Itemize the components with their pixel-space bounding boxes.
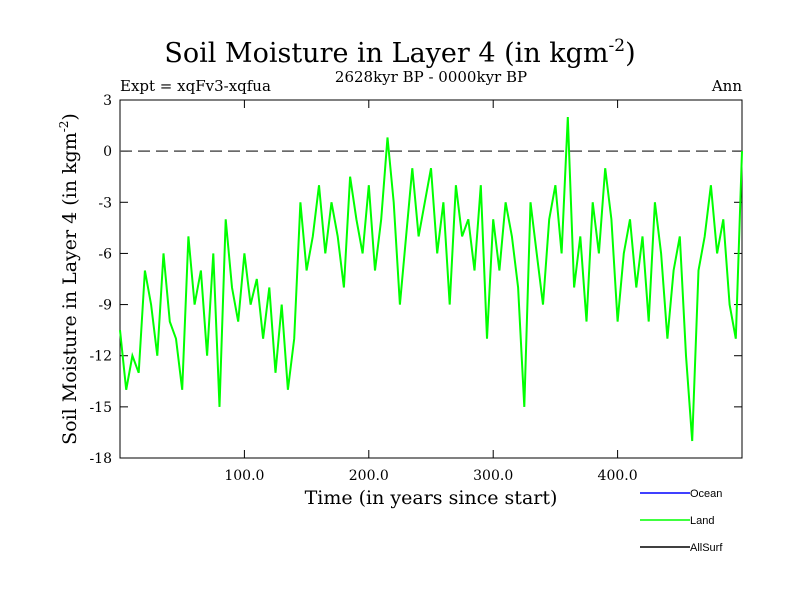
y-tick-label: -12 bbox=[89, 349, 112, 365]
x-tick-label: 200.0 bbox=[349, 468, 389, 484]
y-tick-label: -9 bbox=[98, 298, 112, 314]
x-tick-label: 400.0 bbox=[598, 468, 638, 484]
y-tick-label: 0 bbox=[103, 144, 112, 160]
legend-land-label: Land bbox=[690, 515, 714, 527]
legend-ocean-label: Ocean bbox=[690, 488, 722, 500]
chart-subtitle: 2628kyr BP - 0000kyr BP bbox=[335, 68, 527, 86]
plot-area bbox=[119, 99, 743, 459]
season-label: Ann bbox=[711, 77, 742, 95]
y-tick-label: -6 bbox=[98, 246, 112, 262]
chart-title: Soil Moisture in Layer 4 (in kgm-2) bbox=[164, 36, 635, 69]
y-tick-label: -15 bbox=[89, 400, 112, 416]
x-tick-label: 300.0 bbox=[473, 468, 513, 484]
y-axis-label: Soil Moisture in Layer 4 (in kgm-2) bbox=[57, 113, 81, 445]
y-tick-label: 3 bbox=[103, 93, 112, 109]
y-tick-label: -3 bbox=[98, 195, 112, 211]
legend-allsurf-label: AllSurf bbox=[690, 542, 723, 554]
y-tick-label: -18 bbox=[89, 451, 112, 467]
land-series-line bbox=[119, 116, 743, 442]
x-axis-label: Time (in years since start) bbox=[305, 487, 558, 509]
x-tick-label: 100.0 bbox=[224, 468, 264, 484]
legend: Ocean Land AllSurf bbox=[640, 488, 723, 554]
experiment-label: Expt = xqFv3-xqfua bbox=[120, 77, 271, 95]
